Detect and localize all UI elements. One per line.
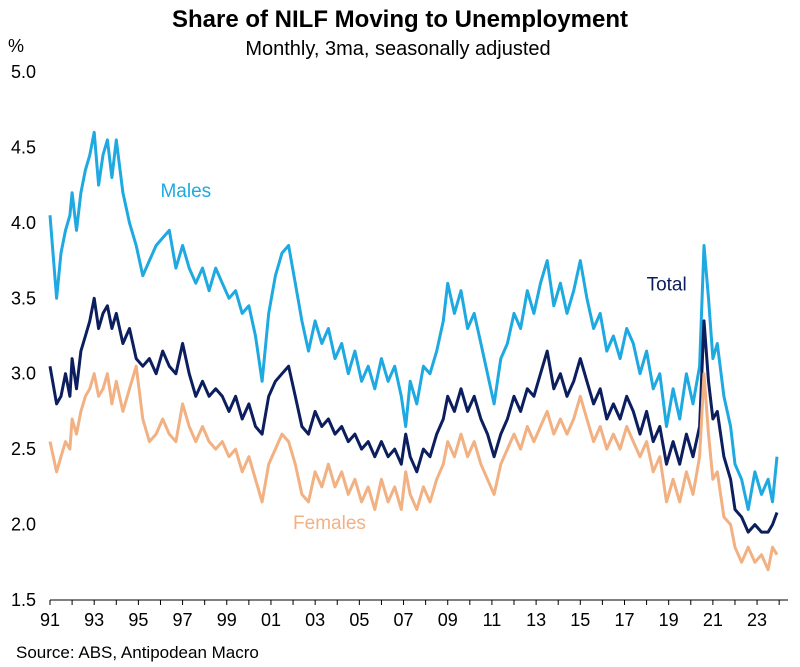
y-tick-label: 3.5 (11, 288, 36, 308)
x-tick-label: 93 (84, 610, 104, 630)
series-line-females (48, 364, 779, 572)
x-tick-label: 15 (570, 610, 590, 630)
x-tick-label: 09 (438, 610, 458, 630)
x-tick-label: 17 (614, 610, 634, 630)
x-tick-label: 05 (349, 610, 369, 630)
series-label-females: Females (293, 513, 366, 534)
x-tick-label: 23 (747, 610, 767, 630)
series-line-total (48, 296, 779, 534)
y-tick-label: 4.0 (11, 213, 36, 233)
series-label-total: Total (647, 275, 687, 296)
x-tick-label: 03 (305, 610, 325, 630)
y-tick-label: 4.5 (11, 137, 36, 157)
x-tick-label: 95 (128, 610, 148, 630)
x-tick-label: 91 (40, 610, 60, 630)
y-tick-label: 5.0 (11, 62, 36, 82)
x-tick-label: 13 (526, 610, 546, 630)
chart-title: Share of NILF Moving to Unemployment (172, 6, 628, 33)
x-tick-label: 97 (173, 610, 193, 630)
x-tick-label: 07 (394, 610, 414, 630)
y-tick-label: 2.0 (11, 515, 36, 535)
x-tick-label: 21 (703, 610, 723, 630)
y-tick-label: 1.5 (11, 590, 36, 610)
series-labels: Males Total Females (160, 181, 686, 534)
x-tick-label: 11 (483, 610, 502, 630)
y-tick-label: 3.0 (11, 364, 36, 384)
y-tick-label: 2.5 (11, 439, 36, 459)
chart-subtitle: Monthly, 3ma, seasonally adjusted (245, 38, 550, 60)
source-note: Source: ABS, Antipodean Macro (16, 643, 259, 662)
x-tick-label: 19 (659, 610, 679, 630)
series-label-males: Males (160, 181, 211, 202)
y-axis-unit: % (8, 36, 24, 56)
x-tick-label: 01 (261, 610, 281, 630)
x-tick-label: 99 (217, 610, 237, 630)
series-line-males (48, 130, 779, 511)
x-axis: 91 93 95 97 99 01 03 05 07 09 11 13 15 17 19 21 23 (40, 600, 780, 630)
y-axis: 5.0 4.5 4.0 3.5 3.0 2.5 2.0 1.5 (11, 62, 36, 610)
series-lines (48, 130, 779, 572)
